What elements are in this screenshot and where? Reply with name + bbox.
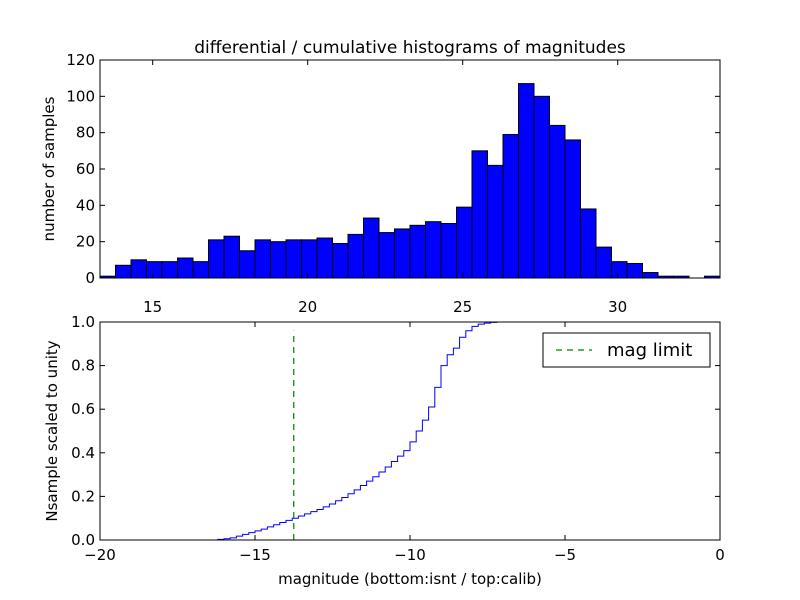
histogram-bar [611,261,628,279]
histogram-bar [332,242,349,279]
histogram-ytick-label: 20 [76,233,95,251]
histogram-bar [487,164,504,279]
cumulative-xtick-label: 0 [715,546,725,564]
histogram-bar [347,233,364,279]
histogram-bar [456,206,473,279]
histogram-bar [409,224,426,279]
cumulative-ytick-label: 0.0 [71,531,95,549]
histogram-ticks: 15 20 25 30 0 20 40 60 80 100 120 [66,51,720,316]
cumulative-panel: magnitude (bottom:isnt / top:calib) Nsam… [43,313,725,588]
cumulative-ytick-label: 0.2 [71,487,95,505]
histogram-xtick-label: 15 [143,298,162,316]
cumulative-xtick-label: −5 [554,546,576,564]
histogram-bar [254,239,271,279]
histogram-ylabel: number of samples [40,96,58,241]
histogram-bar [394,228,411,279]
histogram-bar [316,237,333,279]
cumulative-ytick-label: 0.4 [71,444,95,462]
histogram-bar [518,83,535,279]
legend-label-mag-limit: mag limit [607,340,692,361]
cumulative-lines [100,321,720,541]
histogram-bar [223,235,240,279]
histogram-ytick-label: 40 [76,196,95,214]
histogram-ytick-label: 80 [76,124,95,142]
histogram-bar [285,239,302,279]
histogram-panel: differential / cumulative histograms of … [40,38,721,316]
histogram-ytick-label: 60 [76,160,95,178]
histogram-bar [146,261,163,279]
histogram-bar [642,272,659,279]
legend: mag limit [542,332,711,368]
histogram-ytick-label: 0 [85,269,95,287]
histogram-bar [270,241,287,279]
histogram-title: differential / cumulative histograms of … [194,38,626,58]
histogram-frame [99,59,721,279]
cumulative-xtick-label: −15 [239,546,271,564]
cumulative-frame [99,321,721,541]
histogram-bar [626,262,643,279]
histogram-bar [533,95,550,279]
cumulative-xtick-label: −10 [394,546,426,564]
histogram-ytick-label: 120 [66,51,95,69]
cumulative-ytick-label: 1.0 [71,313,95,331]
histogram-bar [502,133,519,279]
histogram-bar [301,239,318,279]
histogram-bar [595,246,612,279]
histogram-xtick-label: 25 [453,298,472,316]
histogram-bar [208,239,225,279]
histogram-xtick-label: 20 [298,298,317,316]
histogram-ytick-label: 100 [66,87,95,105]
histogram-bar [580,208,597,279]
histogram-bar [161,261,178,279]
cumulative-step-line [100,321,720,541]
histogram-bar [378,232,395,279]
cumulative-ylabel: Nsample scaled to unity [43,340,61,521]
histogram-xtick-label: 30 [608,298,627,316]
cumulative-xlabel: magnitude (bottom:isnt / top:calib) [278,570,542,588]
histogram-bar [440,223,457,279]
histogram-bar [471,150,488,279]
histogram-bar [192,261,209,279]
cumulative-ytick-label: 0.8 [71,357,95,375]
histogram-bar [177,257,194,279]
histogram-bar [549,124,566,279]
histogram-bar [425,221,442,279]
cumulative-ytick-label: 0.6 [71,400,95,418]
cumulative-xtick-label: −20 [84,546,116,564]
histogram-bar [239,250,256,279]
histogram-bar [115,264,132,279]
histogram-bar [130,259,147,279]
histogram-bar [363,217,380,279]
histogram-bar [564,139,581,279]
